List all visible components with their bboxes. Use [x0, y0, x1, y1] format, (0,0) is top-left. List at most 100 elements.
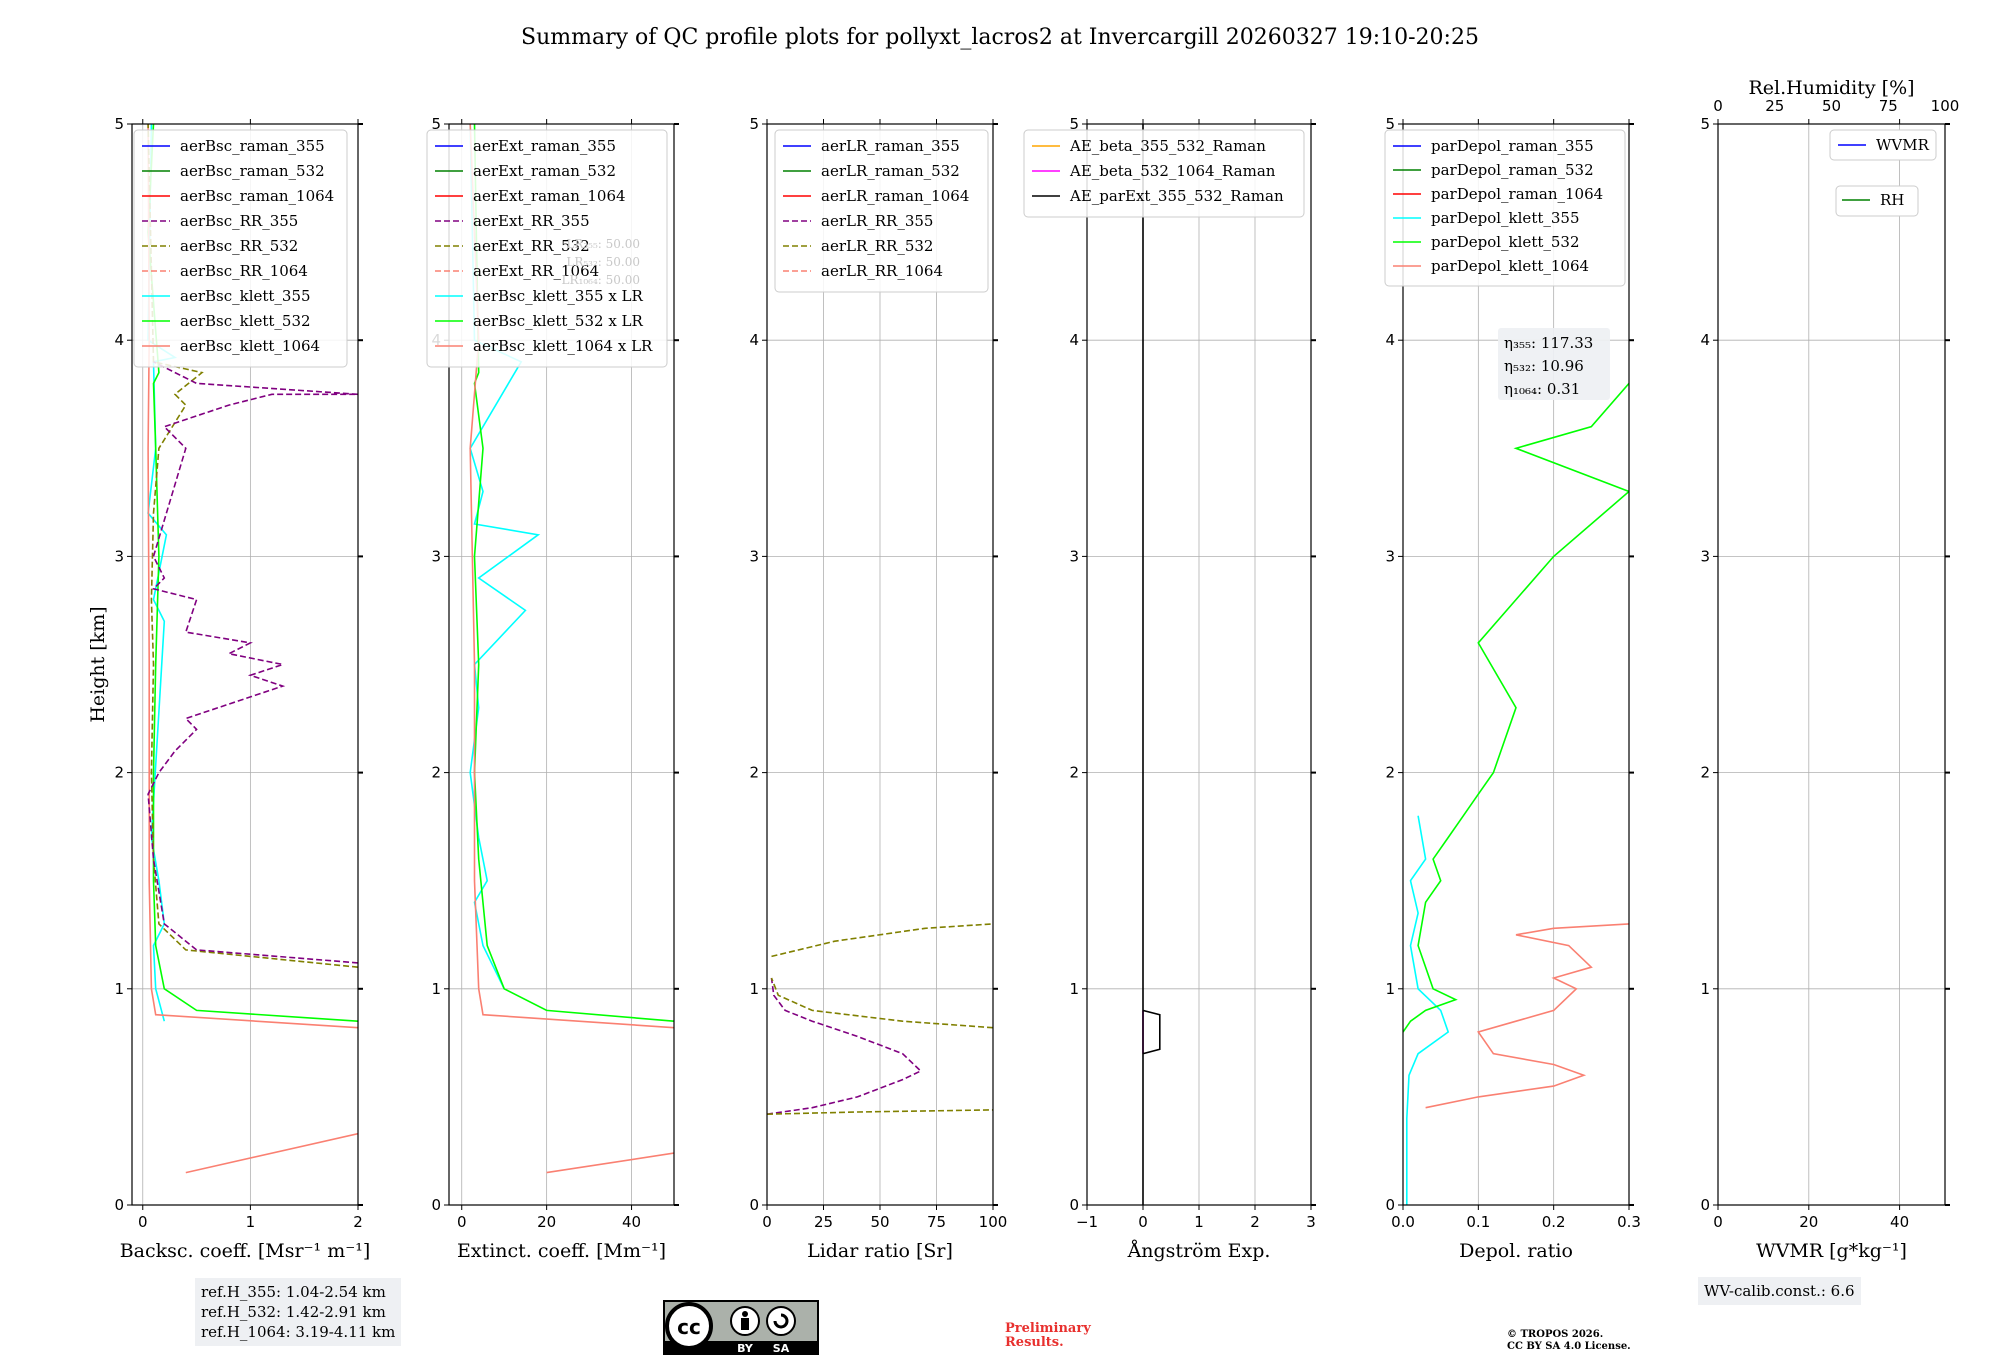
y-tick-label: 0 — [1700, 1196, 1710, 1214]
x-tick-label: 0.0 — [1391, 1213, 1415, 1231]
y-tick-label: 1 — [1069, 980, 1079, 998]
series-line — [1406, 815, 1450, 1205]
cc-by-sa-badge: cc BY SA — [663, 1300, 819, 1355]
y-tick-label: 4 — [749, 331, 759, 349]
ref-height-1064: ref.H_1064: 3.19-4.11 km — [201, 1323, 396, 1341]
wv-calib-box: WV-calib.const.: 6.6 — [1698, 1277, 1861, 1305]
legend-entry: aerExt_RR_1064 — [473, 262, 599, 280]
y-tick-label: 3 — [1385, 547, 1395, 565]
x-tick-label: 0 — [762, 1213, 772, 1231]
x-tick-label: 1 — [1194, 1213, 1204, 1231]
series-line — [1403, 382, 1629, 1033]
series-line — [767, 977, 923, 1115]
copyright-line-1: © TROPOS 2026. — [1507, 1329, 1604, 1340]
legend-entry: aerExt_RR_355 — [473, 212, 590, 230]
x-tick-label: 0 — [138, 1213, 148, 1231]
legend-box — [1023, 129, 1305, 218]
legend-entry: aerBsc_klett_355 — [180, 287, 311, 305]
y-axis-label: Height [km] — [87, 606, 109, 722]
legend-entry: aerBsc_klett_1064 — [180, 337, 320, 355]
legend-entry: aerBsc_raman_355 — [180, 137, 325, 155]
legend-entry: WVMR — [1876, 136, 1930, 154]
top-x-axis-label: Rel.Humidity [%] — [1748, 77, 1914, 99]
x-tick-label: 2 — [1250, 1213, 1260, 1231]
legend-entry: aerExt_RR_532 — [473, 237, 590, 255]
badge-by-label: BY — [737, 1342, 754, 1355]
legend-entry: aerBsc_raman_1064 — [180, 187, 334, 205]
legend-entry: aerBsc_raman_532 — [180, 162, 325, 180]
y-tick-label: 3 — [431, 547, 441, 565]
svg-text:cc: cc — [677, 1315, 701, 1339]
y-tick-label: 4 — [114, 331, 124, 349]
preliminary-note: Preliminary Results. — [1005, 1322, 1091, 1350]
x-tick-label: 3 — [1306, 1213, 1316, 1231]
y-tick-label: 1 — [431, 980, 441, 998]
series-line — [546, 1152, 674, 1174]
preliminary-line-1: Preliminary — [1005, 1321, 1091, 1336]
copyright-note: © TROPOS 2026. CC BY SA 4.0 License. — [1507, 1329, 1631, 1353]
axes-frame — [1717, 123, 1946, 1206]
preliminary-line-2: Results. — [1005, 1335, 1064, 1350]
series-line — [469, 124, 541, 990]
legend-entry: AE_parExt_355_532_Raman — [1069, 187, 1284, 205]
ref-height-355: ref.H_355: 1.04-2.54 km — [201, 1283, 386, 1301]
legend-entry: aerExt_raman_355 — [473, 137, 616, 155]
legend-box — [774, 129, 989, 293]
x-tick-label: 75 — [927, 1213, 946, 1231]
x-axis-label: WVMR [g*kg⁻¹] — [1756, 1240, 1907, 1262]
y-tick-label: 0 — [1069, 1196, 1079, 1214]
x-axis-label: Ångström Exp. — [1127, 1240, 1271, 1262]
x-tick-label: 40 — [622, 1213, 641, 1231]
top-x-tick-label: 75 — [1879, 97, 1898, 115]
legend-entry: aerExt_raman_1064 — [473, 187, 626, 205]
top-x-tick-label: 50 — [1822, 97, 1841, 115]
legend-entry: aerBsc_RR_532 — [180, 237, 298, 255]
ref-height-532: ref.H_532: 1.42-2.91 km — [201, 1303, 386, 1321]
x-tick-label: 1 — [246, 1213, 256, 1231]
y-tick-label: 5 — [1069, 115, 1079, 133]
y-tick-label: 2 — [749, 764, 759, 782]
axes-frame — [131, 123, 359, 1206]
y-tick-label: 3 — [749, 547, 759, 565]
x-axis-label: Lidar ratio [Sr] — [807, 1240, 953, 1262]
figure-title: Summary of QC profile plots for pollyxt_… — [521, 25, 1479, 50]
legend-entry: AE_beta_355_532_Raman — [1069, 137, 1266, 155]
x-tick-label: 0.2 — [1542, 1213, 1566, 1231]
x-tick-label: 20 — [1799, 1213, 1818, 1231]
legend-entry: aerLR_RR_355 — [821, 212, 933, 230]
eta-annotation: η₅₃₂: 10.96 — [1504, 357, 1584, 375]
y-tick-label: 5 — [431, 115, 441, 133]
axes-frame — [1086, 123, 1312, 1206]
legend-box — [1384, 129, 1626, 287]
x-axis-label: Depol. ratio — [1459, 1240, 1573, 1262]
y-tick-label: 2 — [114, 764, 124, 782]
axes-frame — [766, 123, 994, 1206]
legend-entry: aerBsc_RR_355 — [180, 212, 298, 230]
x-axis-label: Extinct. coeff. [Mm⁻¹] — [457, 1240, 666, 1262]
x-tick-label: 40 — [1890, 1213, 1909, 1231]
eta-annotation: η₃₅₅: 117.33 — [1504, 334, 1593, 352]
y-tick-label: 2 — [431, 764, 441, 782]
x-tick-label: 0 — [1138, 1213, 1148, 1231]
series-group — [469, 124, 674, 1174]
legend-entry: parDepol_raman_1064 — [1431, 185, 1603, 203]
y-tick-label: 5 — [1385, 115, 1395, 133]
y-tick-label: 5 — [114, 115, 124, 133]
series-line — [771, 923, 993, 958]
copyright-line-2: CC BY SA 4.0 License. — [1507, 1341, 1631, 1352]
badge-sa-label: SA — [773, 1342, 790, 1355]
legend-entry: aerLR_RR_532 — [821, 237, 933, 255]
panel-ext: 02040012345Extinct. coeff. [Mm⁻¹]aerExt_… — [426, 115, 679, 1262]
y-tick-label: 5 — [749, 115, 759, 133]
series-line — [147, 124, 358, 968]
y-tick-label: 1 — [749, 980, 759, 998]
y-tick-label: 0 — [749, 1196, 759, 1214]
y-tick-label: 2 — [1069, 764, 1079, 782]
series-line — [147, 361, 358, 964]
y-tick-label: 1 — [114, 980, 124, 998]
x-tick-label: 0.3 — [1617, 1213, 1641, 1231]
series-line — [147, 124, 358, 1022]
series-line — [770, 977, 993, 1029]
y-tick-label: 1 — [1385, 980, 1395, 998]
